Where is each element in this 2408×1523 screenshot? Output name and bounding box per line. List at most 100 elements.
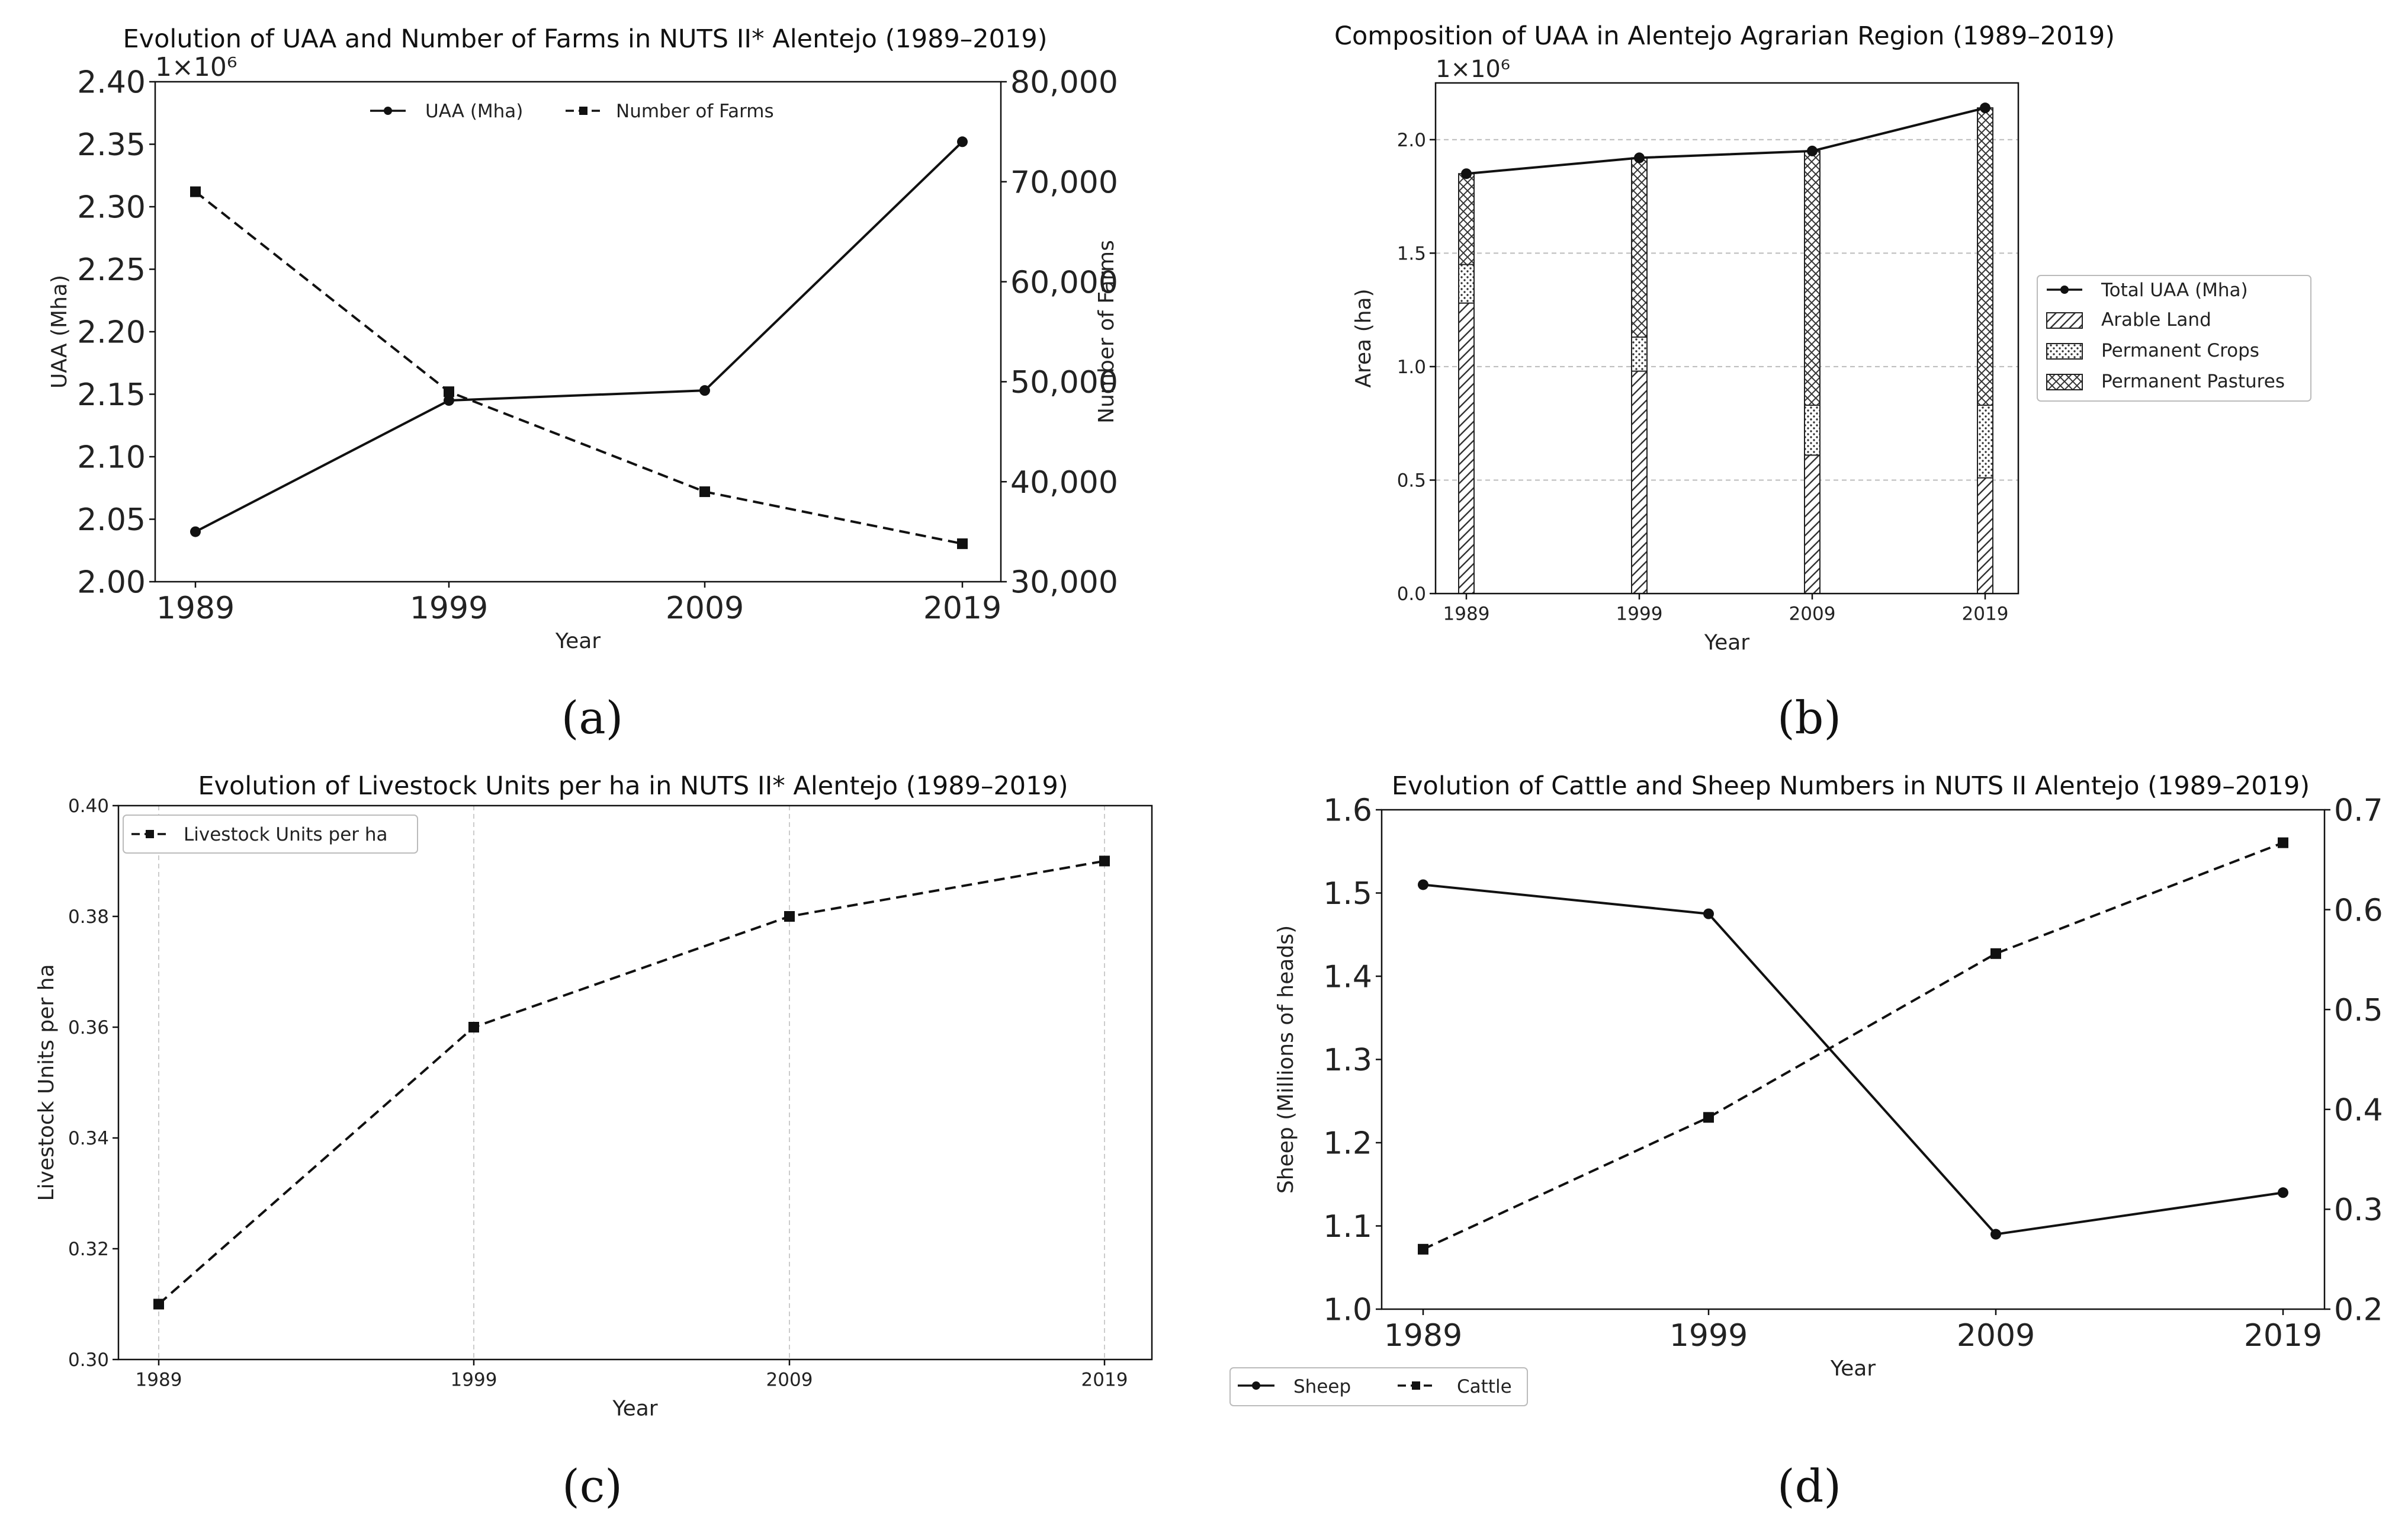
data-point-1: [444, 386, 454, 397]
y-tick-label: 0.40: [68, 796, 109, 817]
data-point-0: [1990, 1229, 2001, 1240]
bar-segment-dots: [1977, 405, 1993, 479]
y-tick-label: 2.40: [77, 65, 146, 101]
y-tick-label: 2.30: [77, 190, 146, 226]
y-tick-label: 1.1: [1323, 1209, 1372, 1245]
data-point-0: [2278, 1187, 2288, 1198]
y2-tick-label: 40,000: [1010, 465, 1118, 501]
axis-offset-text: 1×10⁶: [1436, 56, 1510, 83]
y-tick-label: 2.10: [77, 440, 146, 476]
series-line-0: [195, 140, 964, 533]
legend-label: Arable Land: [2101, 309, 2211, 331]
data-point-0: [444, 395, 454, 406]
x-tick-label: 1989: [136, 1369, 182, 1390]
x-tick-label: 1999: [410, 591, 488, 626]
legend-swatch-dots: [2046, 343, 2083, 360]
legend: Total UAA (Mha) Arable Land Permanent Crop…: [2037, 275, 2311, 402]
y-tick-label: 2.00: [77, 565, 146, 601]
y-tick-label: 1.6: [1323, 793, 1372, 829]
legend: Sheep Cattle: [1229, 1367, 1528, 1406]
y2-axis-label: Number of Farms: [1094, 240, 1119, 424]
legend-sheep-marker: [1252, 1381, 1260, 1390]
legend-label: UAA (Mha): [425, 101, 523, 122]
legend-uaa-marker: [384, 107, 392, 115]
y-tick-label: 1.3: [1323, 1043, 1372, 1078]
data-point-0: [957, 136, 968, 148]
y-tick-label: 0.34: [68, 1128, 109, 1149]
legend-cattle-marker: [1412, 1381, 1420, 1390]
data-point-1: [2278, 837, 2288, 848]
series-line-1: [194, 191, 963, 545]
x-axis-label: Year: [1704, 630, 1749, 655]
x-tick-label: 2009: [766, 1369, 813, 1390]
chart-title: Evolution of UAA and Number of Farms in …: [123, 24, 1047, 54]
bar-segment-dots: [1804, 405, 1821, 456]
legend-box: [1229, 1367, 1528, 1406]
y-tick-label: 0.36: [68, 1017, 109, 1038]
data-point-0: [1703, 908, 1714, 919]
y-tick-label: 1.4: [1323, 960, 1372, 995]
legend-total-marker: [2060, 286, 2069, 294]
y-tick-label: 1.5: [1323, 876, 1372, 912]
y-axis-label: Sheep (Millions of heads): [1274, 925, 1298, 1194]
legend-swatch-diagonal: [2046, 312, 2083, 329]
x-tick-label: 2009: [1789, 603, 1836, 624]
bar-segment-crosshatch: [1977, 107, 1993, 406]
panel-label: (b): [1777, 691, 1841, 744]
y2-tick-label: 30,000: [1010, 565, 1118, 601]
y2-tick-label: 0.2: [2334, 1293, 2383, 1328]
y-tick-label: 1.0: [1397, 357, 1426, 378]
data-point-0: [468, 1022, 479, 1033]
x-tick-label: 2019: [923, 591, 1001, 626]
plot-frame: [154, 81, 1002, 583]
data-point-total: [1461, 168, 1472, 179]
chart-title: Evolution of Cattle and Sheep Numbers in…: [1392, 771, 2310, 801]
y2-tick-label: 60,000: [1010, 265, 1118, 300]
x-tick-label: 1999: [451, 1369, 497, 1390]
legend-livestock-marker: [146, 830, 154, 838]
y-tick-label: 0.0: [1397, 583, 1426, 605]
x-tick-label: 1999: [1669, 1318, 1748, 1354]
x-tick-label: 1989: [1443, 603, 1490, 624]
y-tick-label: 0.32: [68, 1239, 109, 1260]
plot-frame: [117, 804, 1153, 1361]
legend-farms-marker: [579, 107, 587, 115]
y2-tick-label: 0.3: [2334, 1192, 2383, 1228]
series-line-0: [158, 860, 1105, 1306]
y2-tick-label: 0.5: [2334, 993, 2383, 1028]
plot-frame: [1380, 809, 2326, 1310]
y2-tick-label: 0.7: [2334, 793, 2383, 829]
y-axis-label: Area (ha): [1351, 288, 1376, 387]
legend-label: Permanent Crops: [2101, 340, 2259, 361]
y-tick-label: 0.5: [1397, 470, 1426, 492]
y-axis-label: Livestock Units per ha: [34, 964, 59, 1201]
data-point-0: [1099, 855, 1110, 867]
y-tick-label: 0.38: [68, 906, 109, 928]
data-point-0: [153, 1298, 164, 1310]
data-point-total: [1634, 152, 1645, 163]
data-point-0: [1418, 879, 1428, 890]
legend: Livestock Units per ha: [123, 815, 418, 854]
legend-swatch-crosshatch: [2046, 374, 2083, 390]
data-point-1: [1703, 1112, 1714, 1123]
y2-tick-label: 70,000: [1010, 165, 1118, 201]
data-point-1: [1418, 1243, 1428, 1255]
chart-b: Composition of UAA in Alentejo Agrarian …: [1334, 21, 2311, 744]
panel-label: (d): [1777, 1460, 1841, 1512]
bar-segment-dots: [1631, 336, 1648, 372]
x-tick-label: 2009: [1957, 1318, 2035, 1354]
data-point-0: [699, 385, 710, 396]
chart-a: Evolution of UAA and Number of Farms in …: [47, 24, 1119, 744]
bar-segment-crosshatch: [1458, 173, 1475, 265]
panel-label: (c): [562, 1460, 622, 1512]
bar-segment-diagonal: [1631, 370, 1648, 594]
series-line-0: [1423, 883, 2284, 1236]
legend-box: [123, 815, 418, 854]
y-axis-label: UAA (Mha): [47, 275, 72, 389]
panel-label: (a): [561, 691, 624, 744]
x-tick-label: 2009: [666, 591, 744, 626]
legend-label: Number of Farms: [616, 101, 774, 122]
x-axis-label: Year: [1830, 1357, 1876, 1381]
y-tick-label: 1.0: [1323, 1293, 1372, 1328]
bar-segment-dots: [1458, 264, 1475, 304]
